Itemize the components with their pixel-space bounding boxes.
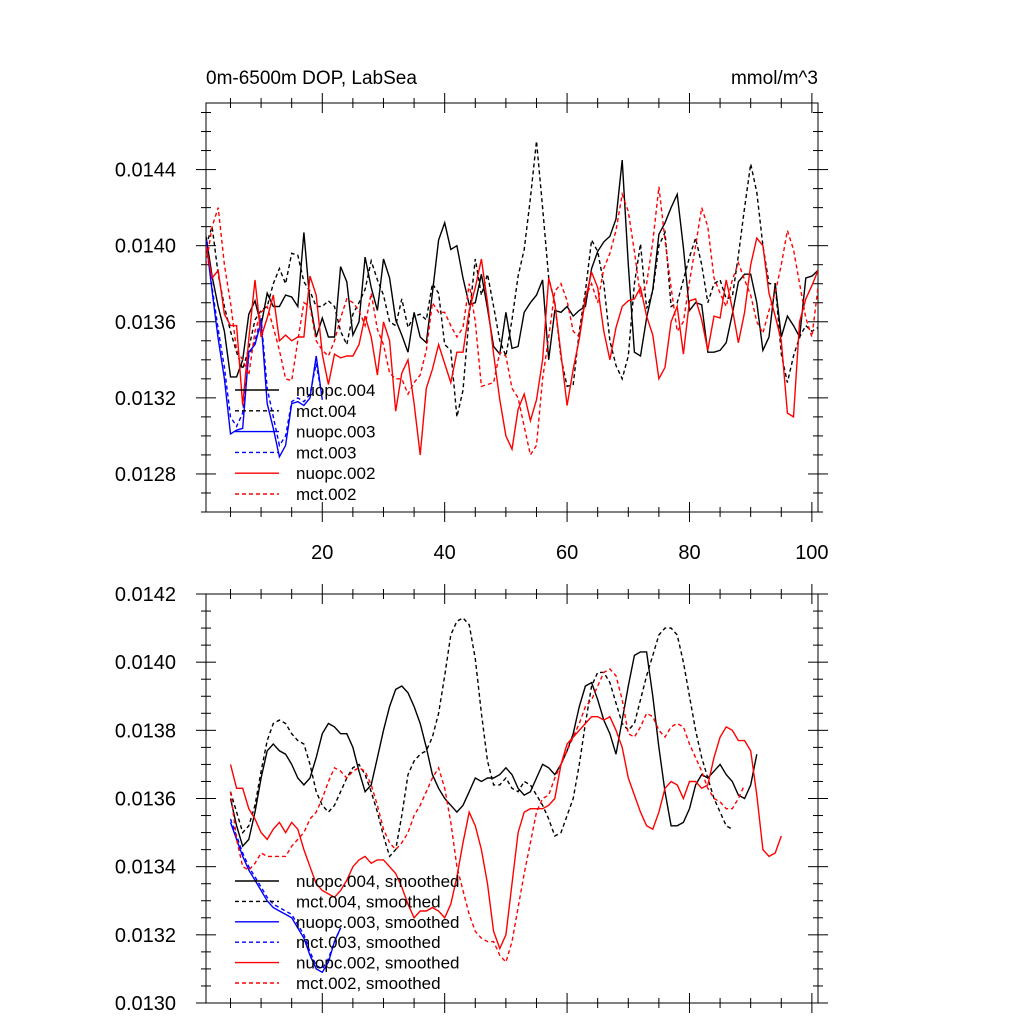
chart-units: mmol/m^3 (731, 68, 818, 89)
chart-panel-1: 20 40 60 80 100 0.0128 0.0132 0.0136 0.0140 0.014… (115, 68, 829, 564)
series-line-mct-004-smoothed (229, 617, 733, 858)
y-tick-label: 0.0136 (115, 312, 176, 334)
y-tick-label: 0.0136 (115, 789, 176, 811)
series-line-mct-003 (206, 239, 323, 448)
x-tick-label: 40 (434, 542, 456, 564)
x-tick-label: 20 (311, 542, 333, 564)
legend-label: mct.002, smoothed (296, 974, 441, 993)
y-tick-label: 0.0130 (115, 993, 176, 1015)
y-tick-label: 0.0142 (115, 584, 176, 606)
series-line-nuopc-004 (206, 160, 818, 378)
legend-label: nuopc.003, smoothed (296, 913, 460, 932)
series-line-mct-002-smoothed (229, 668, 746, 964)
y-tick-label: 0.0132 (115, 925, 176, 947)
series-line-mct-004 (206, 140, 818, 418)
legend-label: nuopc.004 (296, 381, 375, 400)
x-tick-label: 80 (678, 542, 700, 564)
y-tick-label: 0.0138 (115, 720, 176, 742)
series-line-mct-003-smoothed (229, 818, 342, 970)
legend-label: mct.002 (296, 485, 356, 504)
chart-title: 0m-6500m DOP, LabSea (206, 68, 417, 89)
series-line-nuopc-002 (206, 236, 818, 455)
legend-label: nuopc.003 (296, 423, 375, 442)
legend-label: nuopc.002 (296, 464, 375, 483)
legend-label: mct.004, smoothed (296, 892, 441, 911)
x-tick-label: 60 (556, 542, 578, 564)
y-tick-label: 0.0128 (115, 464, 176, 486)
series-line-nuopc-002-smoothed (229, 715, 782, 951)
legend-label: nuopc.002, smoothed (296, 954, 460, 973)
series-line-nuopc-003-smoothed (229, 822, 342, 974)
chart-panel-2: 0.0130 0.0132 0.0134 0.0136 0.0138 0.0140 0.01… (115, 584, 828, 1015)
legend-label: mct.003 (296, 443, 356, 462)
series-line-nuopc-004-smoothed (229, 651, 758, 848)
y-tick-label: 0.0134 (115, 857, 176, 879)
y-tick-label: 0.0140 (115, 652, 176, 674)
x-tick-label: 100 (795, 542, 828, 564)
legend-label: nuopc.004, smoothed (296, 872, 460, 891)
legend-label: mct.004 (296, 402, 356, 421)
plot-frame (205, 102, 819, 513)
legend-label: mct.003, smoothed (296, 933, 441, 952)
y-tick-label: 0.0144 (115, 160, 176, 182)
y-tick-label: 0.0132 (115, 388, 176, 410)
series-line-mct-002 (206, 186, 818, 457)
series-line-nuopc-003 (206, 239, 323, 459)
y-tick-label: 0.0140 (115, 236, 176, 258)
